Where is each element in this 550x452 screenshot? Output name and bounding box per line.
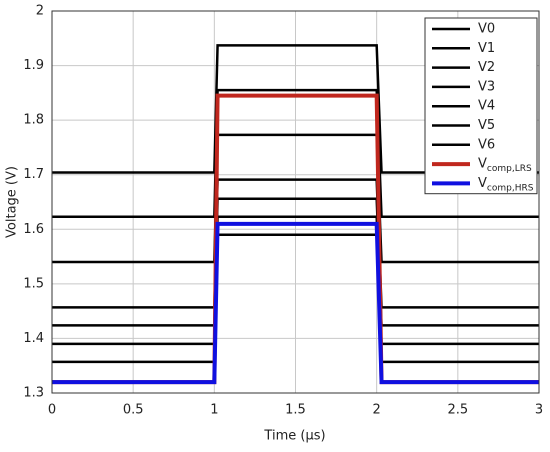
legend-label: V5: [478, 118, 495, 133]
line: [52, 197, 539, 327]
y-tick-label: 1.8: [23, 113, 44, 128]
x-tick-label: 1.5: [285, 403, 306, 418]
y-tick-label: 1.6: [23, 222, 44, 237]
legend-label: V4: [478, 99, 495, 114]
y-tick-label: 1.4: [23, 331, 44, 346]
x-tick-label: 0.5: [123, 403, 144, 418]
line: [52, 221, 539, 385]
x-tick-label: 2.5: [447, 403, 468, 418]
legend-label: V0: [478, 22, 495, 37]
line: [52, 88, 539, 218]
y-axis-label: Voltage (V): [5, 166, 20, 238]
x-tick-label: 2: [373, 403, 381, 418]
legend-label: V1: [478, 41, 495, 56]
x-tick-label: 0: [48, 403, 56, 418]
y-tick-label: 1.3: [23, 386, 44, 401]
legend-label: V2: [478, 60, 495, 75]
x-tick-label: 3: [535, 403, 543, 418]
legend-label: V6: [478, 137, 495, 152]
line: [52, 178, 539, 309]
line: [52, 44, 539, 174]
legend-label: V3: [478, 79, 495, 94]
line: [52, 233, 539, 364]
axes-frame: [51, 10, 540, 394]
y-tick-label: 2: [36, 4, 44, 19]
line: [52, 133, 539, 264]
x-axis-label: Time (μs): [263, 429, 325, 444]
y-tick-label: 1.5: [23, 276, 44, 291]
y-tick-label: 1.7: [23, 167, 44, 182]
y-tick-label: 1.9: [23, 58, 44, 73]
line: [52, 215, 539, 346]
x-tick-label: 1: [210, 403, 218, 418]
